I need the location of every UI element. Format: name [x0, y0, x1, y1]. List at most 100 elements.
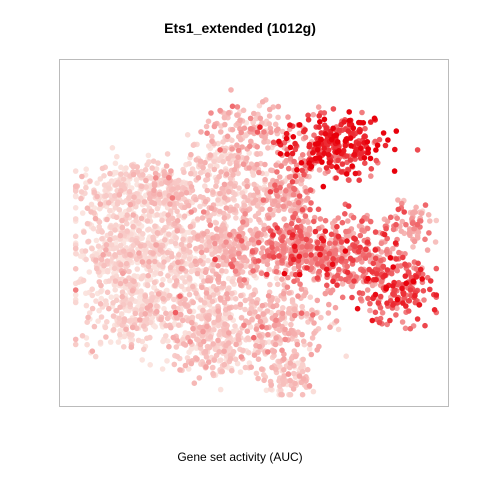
data-point	[320, 183, 327, 190]
data-point	[308, 260, 315, 266]
data-point	[368, 173, 374, 179]
data-point	[188, 209, 194, 215]
data-point	[372, 229, 379, 235]
data-point	[289, 150, 296, 157]
data-point	[221, 195, 228, 201]
data-point	[241, 125, 248, 131]
data-point	[282, 336, 289, 343]
data-point	[226, 330, 232, 336]
data-point	[271, 348, 278, 355]
data-point	[317, 216, 324, 222]
data-point	[205, 118, 212, 125]
data-point	[247, 143, 253, 150]
data-point	[108, 294, 115, 301]
data-point	[352, 243, 358, 250]
data-point	[150, 250, 156, 256]
data-point	[235, 147, 242, 154]
data-point	[271, 207, 278, 214]
data-point	[304, 244, 310, 250]
data-point	[128, 344, 135, 351]
data-point	[164, 358, 170, 364]
data-point	[377, 305, 384, 311]
data-point	[413, 274, 420, 280]
data-point	[335, 157, 341, 164]
data-point	[413, 204, 419, 211]
data-point	[357, 244, 363, 251]
data-point	[145, 152, 152, 159]
data-point	[137, 243, 144, 249]
data-point	[130, 171, 137, 178]
data-point	[187, 223, 194, 230]
data-point	[118, 211, 124, 217]
data-point	[166, 292, 173, 299]
data-point	[264, 271, 270, 278]
data-point	[249, 249, 256, 255]
data-point	[238, 354, 245, 360]
data-point	[177, 367, 183, 373]
data-point	[315, 140, 321, 147]
data-point	[227, 249, 234, 255]
data-point	[174, 337, 181, 344]
data-point	[223, 205, 230, 211]
data-point	[205, 257, 211, 264]
data-point	[130, 242, 137, 248]
data-point	[168, 168, 174, 174]
data-point	[160, 227, 167, 233]
data-point	[297, 228, 303, 234]
data-point	[322, 290, 329, 297]
data-point	[181, 169, 187, 176]
data-point	[282, 326, 288, 333]
data-point	[342, 138, 349, 144]
data-point	[114, 153, 120, 160]
data-point	[248, 305, 255, 312]
data-point	[232, 296, 239, 302]
data-point	[103, 247, 109, 253]
data-point	[339, 161, 346, 167]
data-point	[107, 192, 114, 199]
data-point	[118, 311, 125, 317]
data-point	[151, 264, 158, 271]
data-point	[384, 321, 391, 328]
data-point	[296, 253, 303, 260]
data-point	[275, 260, 281, 267]
data-point	[212, 256, 218, 263]
data-point	[383, 285, 389, 292]
data-point	[363, 246, 369, 253]
data-point	[208, 205, 215, 211]
data-point	[121, 333, 128, 340]
data-point	[367, 155, 374, 162]
data-point	[166, 174, 172, 181]
data-point	[294, 224, 300, 230]
data-point	[155, 291, 162, 297]
data-point	[364, 239, 371, 245]
data-point	[299, 177, 305, 183]
data-point	[410, 244, 416, 250]
data-point	[200, 253, 207, 260]
data-point	[231, 228, 237, 235]
data-point	[221, 181, 228, 188]
data-point	[312, 228, 319, 235]
data-point	[272, 341, 279, 348]
data-point	[290, 232, 296, 238]
data-point	[393, 221, 399, 228]
data-point	[296, 122, 303, 128]
data-point	[181, 213, 188, 219]
data-point	[245, 197, 251, 204]
data-point	[111, 265, 118, 272]
data-point	[131, 278, 137, 285]
data-point	[298, 286, 305, 292]
data-point	[207, 152, 214, 158]
data-point	[356, 290, 363, 296]
data-point	[224, 291, 230, 297]
data-point	[400, 300, 406, 306]
data-point	[105, 268, 111, 275]
data-point	[248, 237, 255, 243]
data-point	[163, 310, 169, 317]
data-point	[295, 360, 301, 367]
data-point	[333, 318, 340, 324]
data-point	[349, 283, 356, 290]
data-point	[104, 319, 110, 325]
data-point	[116, 315, 122, 322]
data-point	[147, 362, 153, 368]
data-point	[287, 122, 293, 128]
